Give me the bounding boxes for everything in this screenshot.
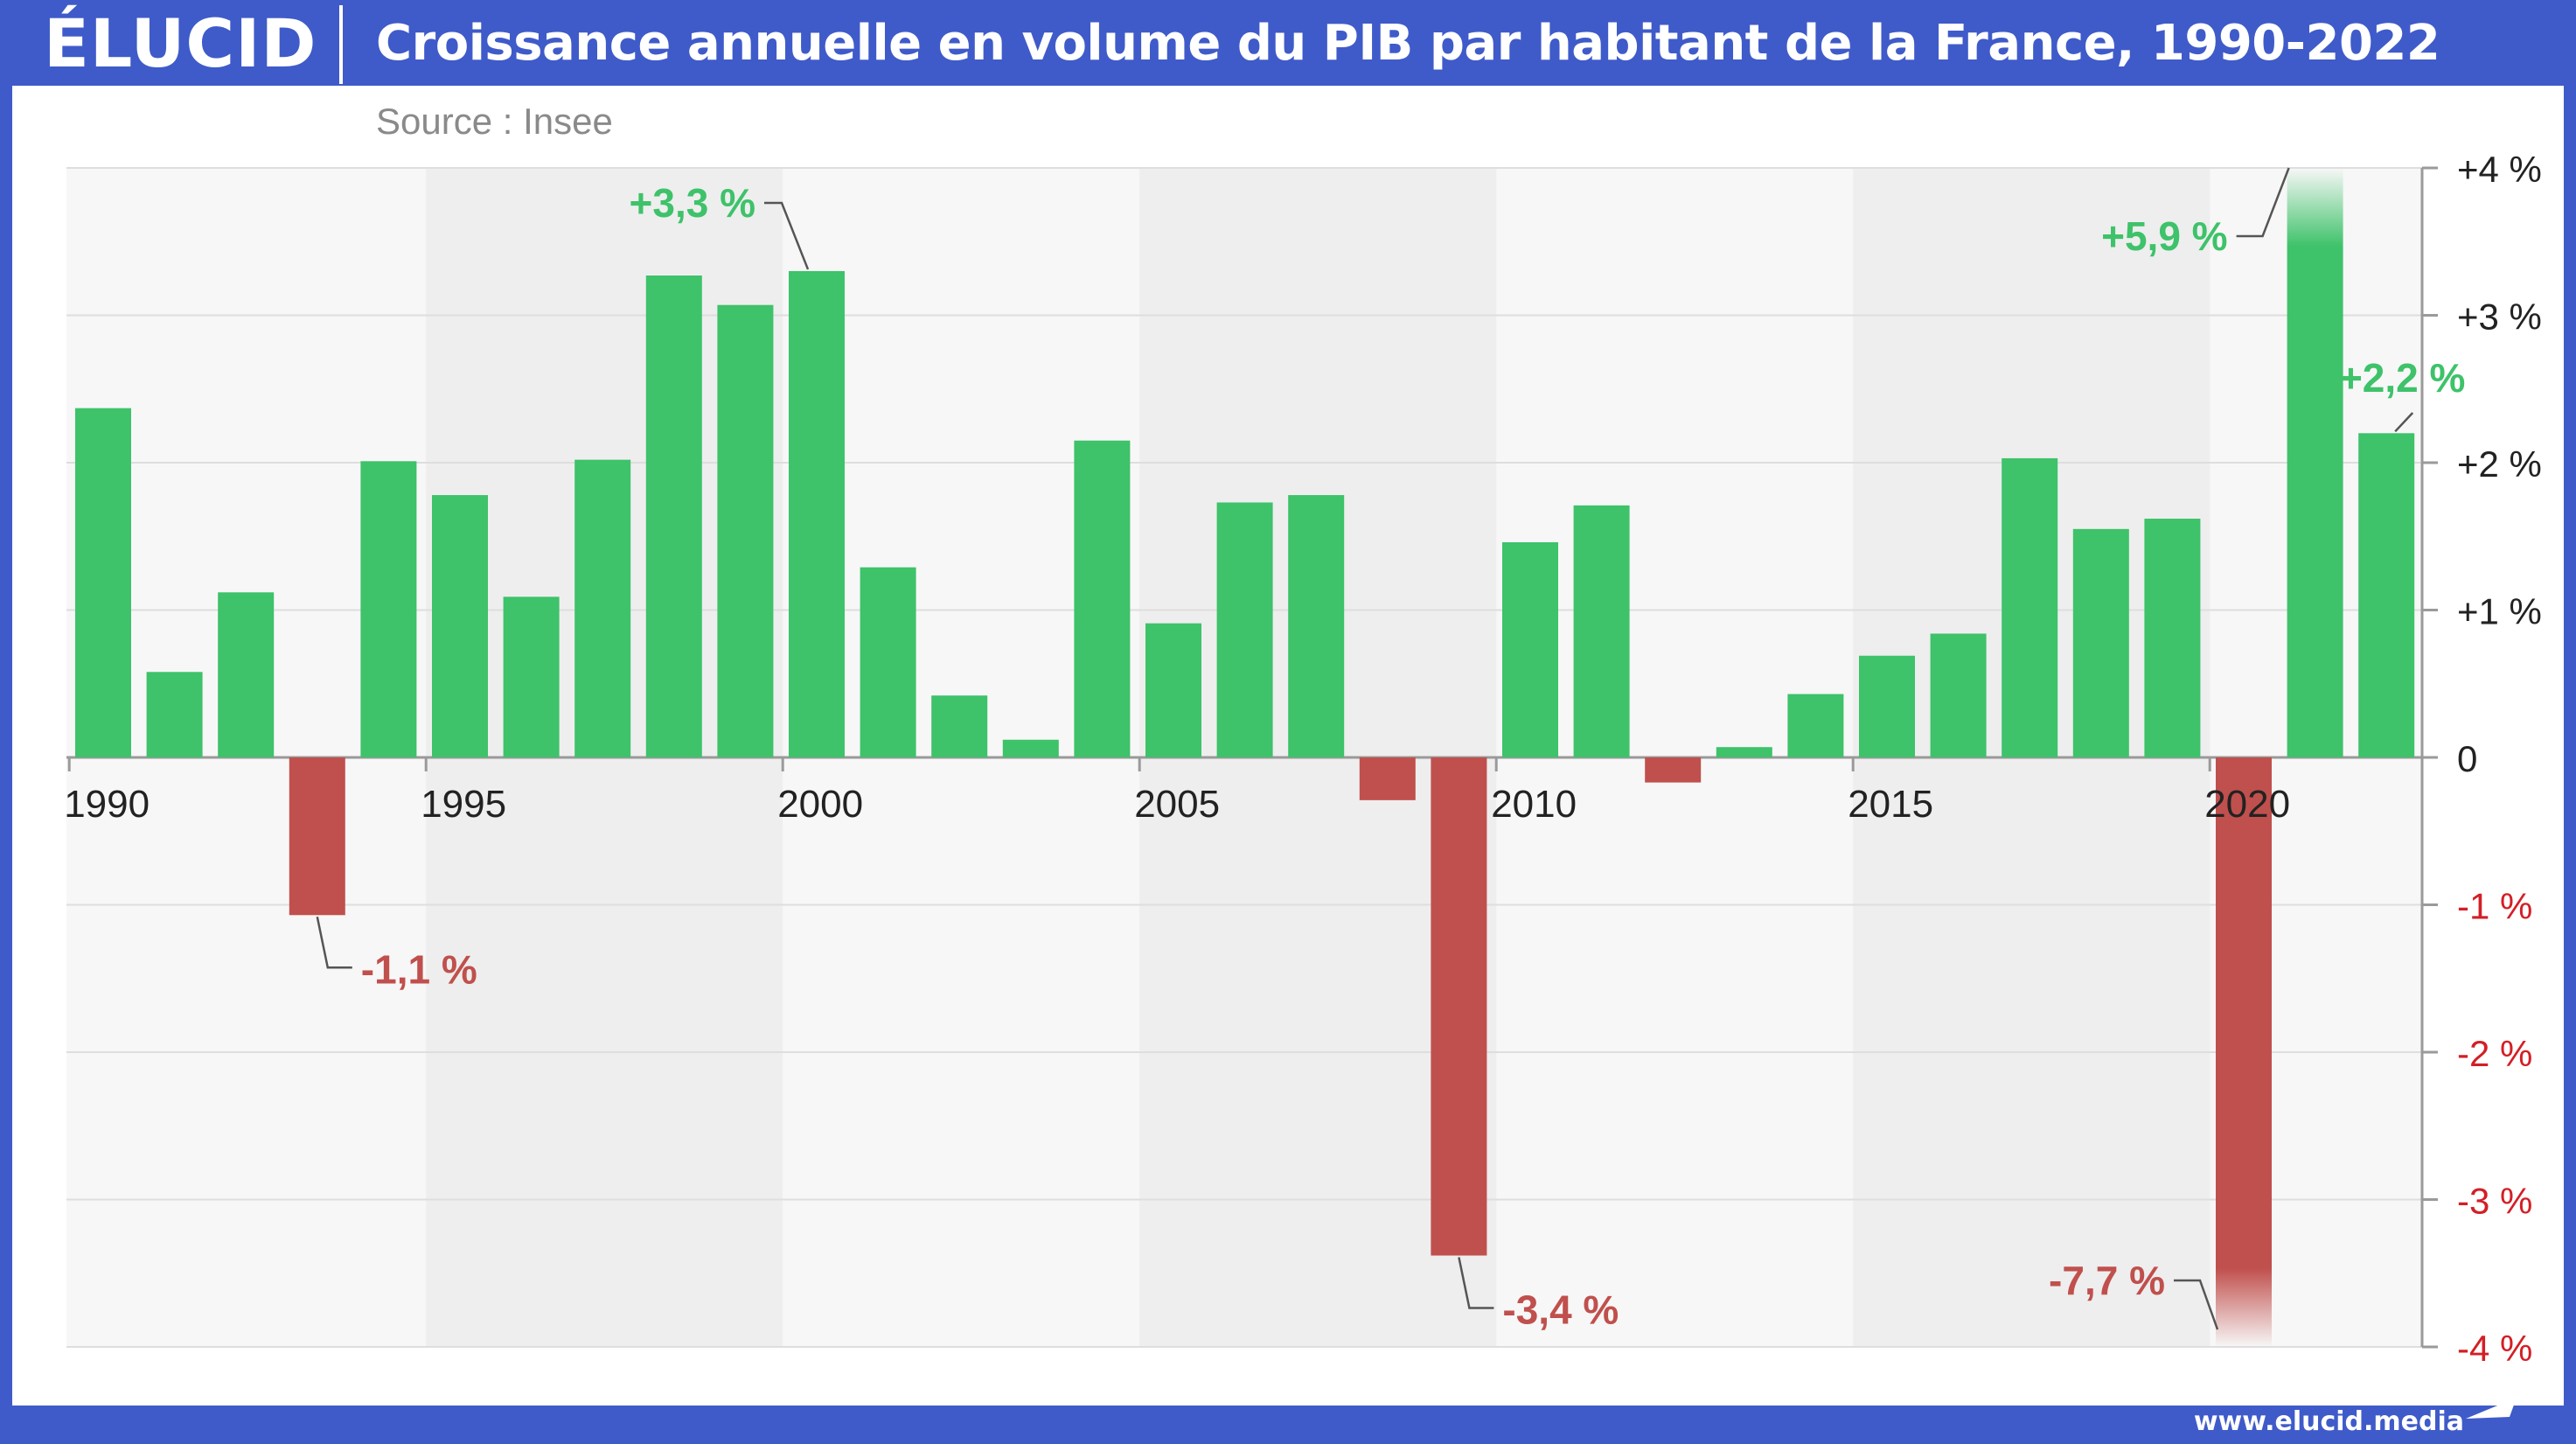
bar <box>1930 633 1987 757</box>
bar <box>75 408 131 757</box>
x-tick-label: 1995 <box>421 783 506 826</box>
bar <box>1573 505 1630 757</box>
annotations: +3,3 % -1,1 % -3,4 % -7,7 % +5,9 % +2,2 % <box>316 167 2466 1333</box>
y-tick-label: -3 % <box>2457 1181 2532 1222</box>
y-tick-label: +4 % <box>2457 149 2542 190</box>
y-tick-label: +2 % <box>2457 443 2542 485</box>
y-tick-label: -1 % <box>2457 886 2532 927</box>
bar <box>146 672 203 757</box>
bar <box>2002 457 2058 757</box>
bar <box>931 695 988 757</box>
data-label: +2,2 % <box>2339 355 2466 401</box>
y-tick-label: 0 <box>2457 738 2477 779</box>
bar <box>860 567 916 757</box>
y-tick-label: +1 % <box>2457 591 2542 632</box>
bar <box>2072 528 2129 757</box>
bar-fade <box>2216 1268 2272 1347</box>
footer-url[interactable]: www.elucid.media <box>2193 1406 2464 1437</box>
annotation-leader <box>2394 412 2414 433</box>
bar <box>1288 495 1345 757</box>
axes <box>67 166 2438 1349</box>
bar <box>2287 247 2343 757</box>
logo: ÉLUCID <box>44 4 317 82</box>
y-tick-label: -2 % <box>2457 1033 2532 1074</box>
bar <box>1002 739 1059 757</box>
bar <box>2144 519 2201 757</box>
bar <box>574 459 631 757</box>
bar <box>1645 757 1702 783</box>
header: ÉLUCID Croissance annuelle en volume du … <box>0 0 2576 86</box>
data-label: -1,1 % <box>361 946 477 992</box>
source-note: Source : Insee <box>376 101 613 142</box>
annotation-leader <box>316 917 352 969</box>
y-tick-label: -4 % <box>2457 1328 2532 1369</box>
bar <box>1431 757 1487 1256</box>
bar <box>289 757 345 916</box>
bars <box>75 168 2415 1347</box>
bar <box>2358 433 2415 757</box>
bar <box>360 461 417 757</box>
bar <box>1859 655 1915 757</box>
bar <box>1145 623 1201 757</box>
data-label: -7,7 % <box>2049 1258 2165 1303</box>
x-tick-label: 2000 <box>777 783 863 826</box>
bar <box>1787 694 1844 757</box>
x-tick-label: 2015 <box>1848 783 1933 826</box>
data-label: +5,9 % <box>2101 213 2228 259</box>
data-label: +3,3 % <box>630 180 756 226</box>
bar <box>432 495 488 757</box>
x-tick-label: 2020 <box>2204 783 2290 826</box>
annotation-leader <box>764 201 810 270</box>
bar-fade <box>2287 168 2343 247</box>
bar <box>789 270 845 757</box>
x-tick-label: 2010 <box>1491 783 1577 826</box>
bar <box>645 276 702 757</box>
bar <box>218 592 275 757</box>
bar <box>1216 502 1273 757</box>
data-label: -3,4 % <box>1502 1287 1619 1333</box>
annotation-leader <box>1458 1257 1494 1309</box>
x-tick-label: 2005 <box>1134 783 1220 826</box>
tick-labels: +4 % +3 % +2 % +1 % 0 -1 % -2 % -3 % -4 % 1990 199… <box>64 149 2542 1369</box>
bar <box>1502 541 1558 757</box>
bar <box>1074 440 1131 757</box>
annotation-leader <box>2236 167 2290 238</box>
annotation-leader <box>2174 1279 2219 1330</box>
bar <box>2216 757 2272 1268</box>
y-tick-label: +3 % <box>2457 296 2542 338</box>
bar <box>503 596 560 757</box>
bar <box>717 304 774 758</box>
x-tick-label: 1990 <box>64 783 150 826</box>
bar <box>1716 747 1772 757</box>
header-divider <box>339 5 343 84</box>
logo-mark-icon <box>2466 1398 2517 1419</box>
page-title: Croissance annuelle en volume du PIB par… <box>376 15 2440 72</box>
bar <box>1359 757 1416 800</box>
